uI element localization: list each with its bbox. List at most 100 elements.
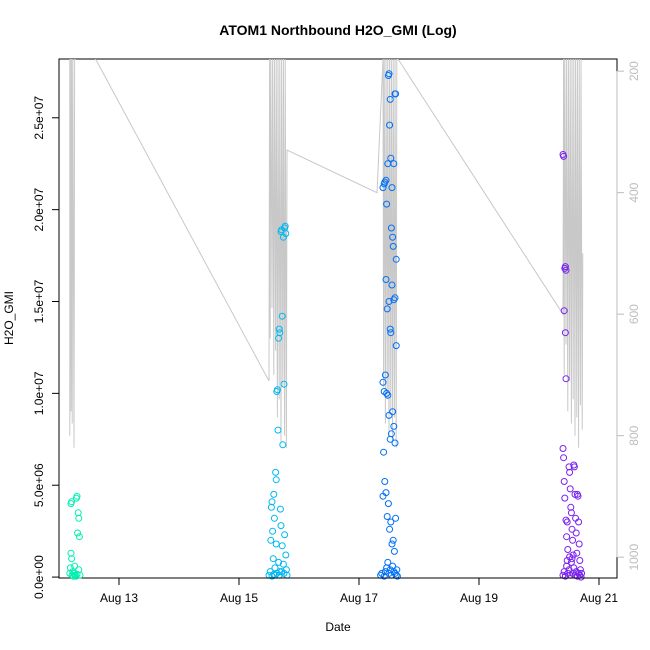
data-point [570,564,578,572]
data-point [560,454,568,462]
x-tick-label: Aug 15 [220,591,258,605]
data-point [569,536,577,544]
data-point [392,342,400,350]
data-point [276,329,284,337]
data-point [576,557,584,564]
data-point [575,518,583,526]
data-point [392,255,400,263]
data-point [68,498,76,506]
altitude-line [69,59,584,448]
data-point [390,296,398,304]
data-point [279,441,287,449]
y-axis-title: H2O_GMI [2,291,16,345]
data-point [386,525,394,533]
x-tick-label: Aug 21 [580,591,618,605]
data-point [575,569,583,577]
data-point [383,200,391,208]
y2-tick-label: 200 [627,61,641,81]
data-point [562,266,570,274]
data-point [389,233,397,241]
data-point [273,386,281,394]
data-point [567,509,575,517]
data-point [384,391,392,399]
data-point [382,176,390,184]
data-point [561,494,569,502]
data-point [572,529,580,537]
data-point [279,560,287,568]
y2-axis: 200 400 600 800 1000 [616,61,641,571]
data-point [66,564,74,572]
x-axis-title: Date [325,620,351,634]
data-point [382,276,390,283]
data-point [381,478,389,485]
data-point [391,439,399,447]
series-1 [66,492,84,580]
data-point [280,380,288,388]
data-point [560,152,568,160]
data-point [389,408,397,416]
y-tick-label: 2.0e+07 [32,187,46,231]
data-point [75,533,83,541]
data-point [379,492,387,500]
data-point [566,485,574,493]
data-point [73,570,81,578]
plot-frame [58,58,618,579]
series-2 [265,222,291,580]
data-point [560,478,568,485]
data-point [380,448,388,456]
data-point [281,222,289,230]
y2-tick-label: 1000 [627,544,641,571]
data-point [569,551,577,559]
y-tick-label: 1.5e+07 [32,279,46,323]
data-point [386,325,394,333]
data-point [378,569,386,577]
data-point [74,529,82,537]
data-point [570,463,578,471]
data-point [566,553,574,561]
data-point [393,566,401,574]
data-point [275,325,283,333]
series-4 [559,151,586,581]
y-tick-label: 5.0e+06 [32,463,46,507]
data-point [381,371,389,379]
data-point [389,536,397,544]
data-point [275,558,283,566]
data-point [387,154,395,162]
data-point [379,378,387,386]
data-point [388,540,396,548]
data-point [392,90,400,98]
data-point [566,468,574,476]
x-tick-label: Aug 19 [460,591,498,605]
series-3 [377,70,401,580]
data-point [385,411,393,419]
data-point [274,426,282,434]
data-point [389,242,397,250]
data-point [276,505,284,513]
x-tick-label: Aug 13 [100,591,138,605]
data-point [75,514,83,522]
data-point [267,536,275,544]
data-point [577,573,585,581]
y2-tick-label: 800 [627,425,641,445]
data-point [282,230,290,237]
data-point [278,542,286,550]
data-point [574,492,582,500]
data-point [393,572,401,580]
data-point [387,430,395,438]
chart-title: ATOM1 Northbound H2O_GMI (Log) [219,22,456,38]
data-point [381,178,389,186]
data-point [272,468,280,476]
y-tick-label: 2.5e+07 [32,96,46,140]
altitude-trace-layer [69,59,584,448]
data-point [386,95,394,103]
data-point [560,307,568,315]
data-point [391,294,399,302]
data-point [561,263,569,271]
data-point [578,569,586,577]
data-point [392,514,400,522]
data-point [281,531,289,539]
data-point [71,562,79,570]
data-point [272,476,280,484]
data-point [76,571,84,579]
